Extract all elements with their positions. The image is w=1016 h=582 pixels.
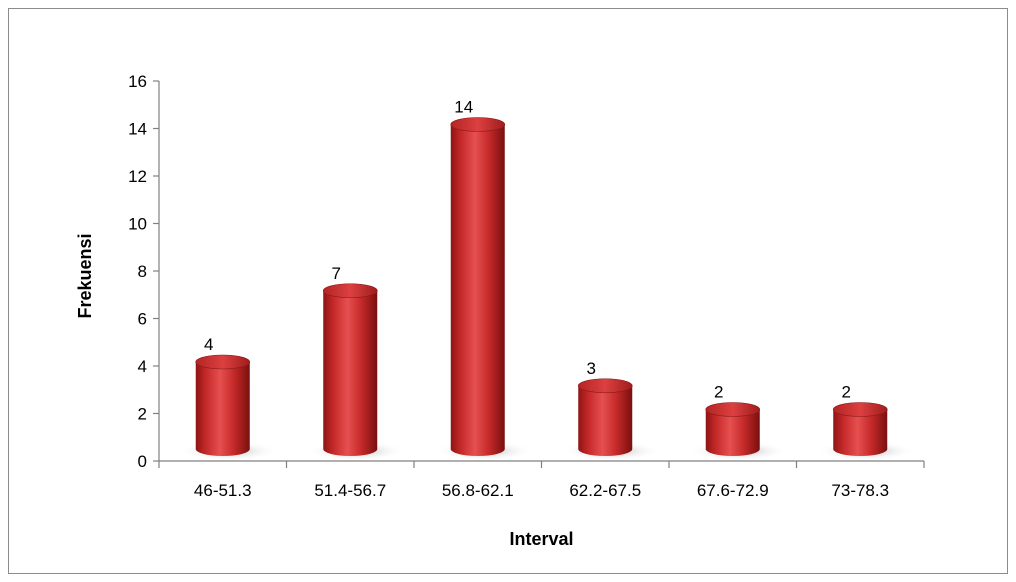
category-label: 73-78.3 bbox=[831, 481, 889, 500]
bar-chart: Frekuensi Interval 0 2 4 6 8 10 12 14 16 4 46-51.… bbox=[75, 72, 925, 549]
bar-shadows bbox=[179, 441, 916, 461]
y-axis-title: Frekuensi bbox=[75, 233, 95, 318]
data-label: 2 bbox=[714, 383, 723, 402]
data-label: 3 bbox=[587, 359, 596, 378]
data-label: 14 bbox=[454, 98, 473, 117]
category-label: 46-51.3 bbox=[194, 481, 252, 500]
data-label: 2 bbox=[842, 383, 851, 402]
y-tick-label: 14 bbox=[128, 120, 147, 139]
bar bbox=[450, 124, 505, 457]
bar bbox=[833, 409, 888, 457]
y-tick-label: 8 bbox=[138, 262, 147, 281]
category-label: 51.4-56.7 bbox=[314, 481, 386, 500]
y-tick-label: 0 bbox=[138, 452, 147, 471]
category-label: 62.2-67.5 bbox=[569, 481, 641, 500]
bar-top-cap bbox=[450, 117, 506, 132]
bar bbox=[323, 290, 378, 457]
axes-group: 0 2 4 6 8 10 12 14 16 bbox=[128, 72, 925, 471]
data-label: 7 bbox=[332, 264, 341, 283]
x-axis-title: Interval bbox=[509, 529, 573, 549]
y-tick-label: 12 bbox=[128, 167, 147, 186]
bar-top-cap bbox=[705, 402, 761, 417]
y-tick-label: 16 bbox=[128, 72, 147, 91]
bar-top-cap bbox=[195, 354, 251, 370]
bars-group bbox=[195, 117, 888, 457]
bar bbox=[578, 385, 633, 457]
y-tick-label: 2 bbox=[138, 405, 147, 424]
y-tick-label: 10 bbox=[128, 215, 147, 234]
category-label: 56.8-62.1 bbox=[442, 481, 514, 500]
bar bbox=[705, 409, 760, 457]
bar-top-cap bbox=[832, 402, 888, 417]
bar-top-cap bbox=[577, 378, 633, 394]
bar-top-cap bbox=[322, 283, 378, 299]
chart-area: Frekuensi Interval 0 2 4 6 8 10 12 14 16 4 46-51.… bbox=[8, 8, 1008, 574]
data-label: 4 bbox=[204, 335, 213, 354]
labels-group: 4 46-51.3 7 51.4-56.7 14 56.8-62.1 3 62.2-67.5 2… bbox=[194, 98, 889, 501]
y-tick-label: 6 bbox=[138, 310, 147, 329]
bar bbox=[195, 362, 250, 457]
category-label: 67.6-72.9 bbox=[697, 481, 769, 500]
y-tick-label: 4 bbox=[138, 357, 147, 376]
